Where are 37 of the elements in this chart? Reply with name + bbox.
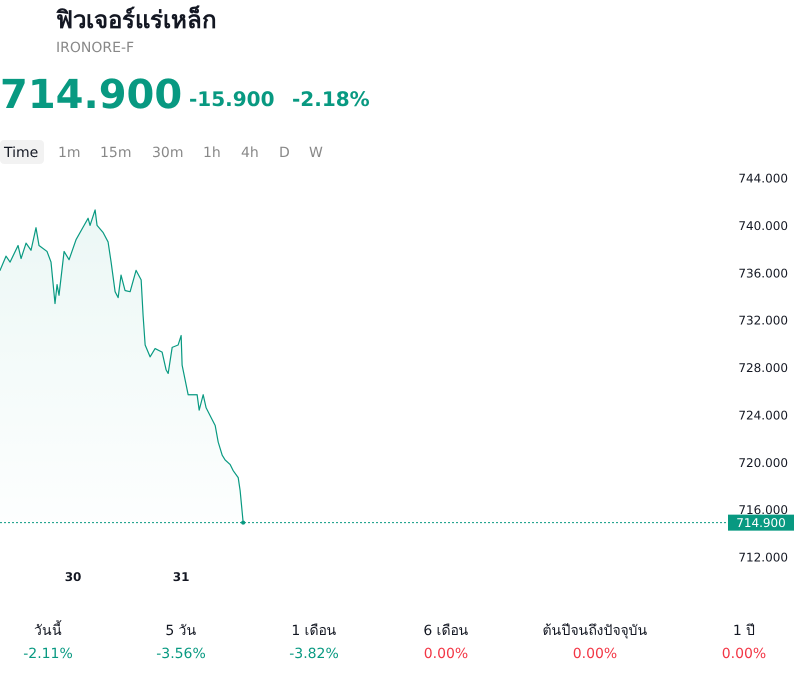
y-tick-label: 732.000 <box>738 314 788 328</box>
text: D <box>279 145 290 161</box>
y-tick-label: 712.000 <box>738 550 788 564</box>
y-tick-label: 720.000 <box>738 456 788 470</box>
text: -15.900 <box>189 87 274 111</box>
text: Time <box>3 145 38 161</box>
text: -2.11% <box>23 646 73 662</box>
chart-title: ฟิวเจอร์แร่เหล็ก <box>56 5 217 34</box>
y-tick-label: 736.000 <box>738 266 788 280</box>
text: 5 วัน <box>165 623 197 639</box>
text: 0.00% <box>572 646 618 662</box>
text: 30m <box>152 145 184 161</box>
text: วันนี้ <box>34 620 62 639</box>
text: -2.18% <box>292 87 370 111</box>
text: 1h <box>203 145 221 161</box>
x-tick-label: 30 <box>64 570 82 584</box>
text: 1m <box>58 145 81 161</box>
y-tick-label: 724.000 <box>738 408 788 422</box>
text: 1 เดือน <box>291 623 337 639</box>
x-tick-label: 31 <box>172 570 190 584</box>
text: 6 เดือน <box>423 623 469 639</box>
text: -3.56% <box>156 646 206 662</box>
text: 4h <box>241 145 259 161</box>
text: 0.00% <box>722 646 766 662</box>
chart-subtitle: IRONORE-F <box>56 40 134 56</box>
y-tick-label: 744.000 <box>738 172 788 186</box>
text: -3.82% <box>289 646 339 662</box>
text: W <box>309 145 323 161</box>
y-tick-label: 728.000 <box>738 361 788 375</box>
text: 714.900 <box>0 72 182 118</box>
text: 1 ปี <box>732 623 756 639</box>
text: 0.00% <box>424 646 468 662</box>
y-tick-label: 716.000 <box>738 503 788 518</box>
y-tick-label: 740.000 <box>738 218 788 233</box>
ref-line-label: 714.900 <box>736 516 786 530</box>
text: ต้นปีจนถึงปัจจุบัน <box>542 623 648 639</box>
text: 15m <box>100 145 132 161</box>
